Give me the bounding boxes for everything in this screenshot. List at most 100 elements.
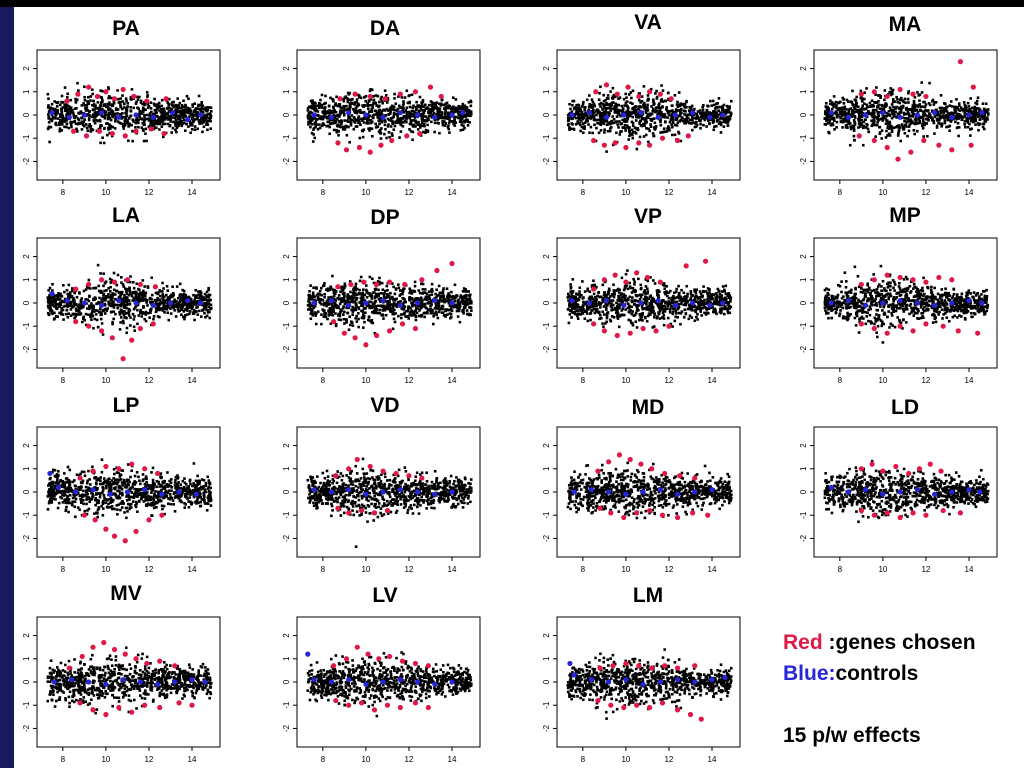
control-point: [449, 679, 455, 685]
chosen-gene-point: [346, 510, 352, 516]
chosen-gene-point: [425, 704, 431, 711]
control-point: [672, 302, 679, 308]
chosen-gene-point: [601, 142, 607, 148]
chosen-gene-point: [921, 137, 927, 144]
chosen-gene-point: [685, 133, 691, 139]
x-tick-label: 12: [404, 188, 413, 197]
x-tick-label: 10: [878, 188, 887, 197]
y-tick-label: -2: [22, 157, 31, 165]
control-point: [979, 300, 985, 306]
chosen-gene-point: [374, 332, 380, 339]
chosen-gene-point: [869, 461, 875, 467]
y-tick-label: 1: [282, 89, 291, 94]
chosen-gene-point: [150, 321, 156, 327]
control-point: [845, 298, 852, 304]
y-tick-label: -2: [542, 345, 551, 353]
chosen-gene-point: [73, 286, 79, 292]
chosen-gene-point: [412, 89, 419, 95]
y-tick-label: 2: [542, 633, 551, 638]
control-point: [189, 677, 195, 683]
control-point: [655, 114, 661, 120]
chosen-gene-point: [621, 514, 627, 521]
control-point: [449, 489, 455, 495]
chosen-gene-point: [96, 128, 103, 134]
chosen-gene-point: [871, 512, 877, 518]
chosen-gene-point: [77, 475, 83, 481]
chosen-gene-point: [376, 656, 382, 662]
control-point: [707, 114, 713, 120]
chosen-gene-point: [374, 281, 380, 288]
control-point: [176, 489, 182, 495]
chosen-gene-point: [940, 323, 946, 329]
control-point: [603, 114, 610, 120]
control-point: [621, 302, 627, 308]
chosen-gene-point: [910, 91, 916, 97]
control-point: [198, 300, 204, 306]
control-point: [90, 487, 96, 493]
chosen-gene-point: [92, 517, 98, 523]
chosen-gene-point: [386, 653, 393, 660]
y-tick-label: -1: [22, 511, 31, 519]
control-point: [674, 677, 681, 683]
chosen-gene-point: [634, 702, 640, 708]
chosen-gene-point: [884, 510, 890, 516]
chosen-gene-point: [393, 470, 399, 477]
y-tick-label: 2: [282, 633, 291, 638]
y-tick-label: -1: [799, 511, 808, 519]
chosen-gene-point: [101, 639, 107, 646]
control-point: [949, 489, 955, 495]
chosen-gene-point: [337, 96, 343, 102]
x-tick-label: 10: [101, 188, 110, 197]
x-tick-label: 12: [404, 565, 413, 574]
chosen-gene-point: [612, 272, 618, 278]
chosen-gene-point: [75, 91, 81, 97]
control-point: [397, 302, 403, 308]
control-point: [328, 114, 335, 120]
chosen-gene-point: [893, 463, 899, 470]
chosen-gene-point: [923, 279, 929, 285]
control-point: [897, 114, 903, 120]
points-layer: [306, 84, 473, 155]
control-point: [571, 489, 577, 495]
control-point: [657, 487, 663, 493]
points-layer: [823, 459, 990, 524]
chosen-gene-point: [634, 510, 640, 516]
y-tick-label: -1: [799, 134, 808, 142]
points-layer: [823, 59, 990, 162]
chosen-gene-point: [346, 466, 352, 472]
chosen-gene-point: [122, 133, 128, 139]
chosen-gene-point: [389, 137, 395, 144]
y-tick-label: -2: [282, 157, 291, 165]
control-point: [914, 487, 920, 493]
x-tick-label: 10: [101, 376, 110, 385]
chosen-gene-point: [858, 91, 864, 97]
chosen-gene-point: [103, 711, 109, 718]
y-tick-label: -1: [22, 134, 31, 142]
y-tick-label: 0: [282, 489, 291, 494]
x-tick-label: 14: [965, 565, 974, 574]
chosen-gene-point: [916, 466, 923, 472]
chosen-gene-point: [371, 707, 378, 713]
background-genes: [306, 651, 473, 718]
chosen-gene-point: [638, 461, 644, 467]
x-tick-label: 8: [838, 376, 843, 385]
y-tick-label: -1: [542, 701, 551, 709]
chosen-gene-point: [936, 274, 942, 281]
control-point: [979, 110, 985, 116]
chosen-gene-point: [608, 702, 614, 708]
x-tick-label: 10: [621, 188, 630, 197]
control-point: [655, 298, 661, 304]
points-layer: [566, 648, 733, 722]
points-layer: [566, 452, 733, 521]
points-layer: [305, 644, 473, 718]
chosen-gene-point: [335, 140, 341, 146]
control-point: [133, 112, 139, 118]
y-tick-label: 1: [542, 466, 551, 471]
chosen-gene-point: [146, 517, 152, 523]
chosen-gene-point: [612, 140, 618, 146]
chosen-gene-point: [417, 130, 423, 137]
chosen-gene-point: [111, 96, 118, 102]
chosen-gene-point: [897, 514, 903, 521]
chosen-gene-point: [908, 149, 914, 155]
x-tick-label: 12: [144, 188, 153, 197]
